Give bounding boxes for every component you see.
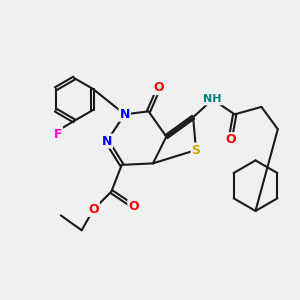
Text: O: O [225,133,236,146]
Text: N: N [119,108,130,121]
Text: O: O [88,203,99,216]
Text: NH: NH [203,94,222,104]
Text: O: O [128,200,139,213]
Text: O: O [154,81,164,94]
Text: N: N [102,135,112,148]
Text: S: S [192,143,201,157]
Text: F: F [54,128,62,141]
